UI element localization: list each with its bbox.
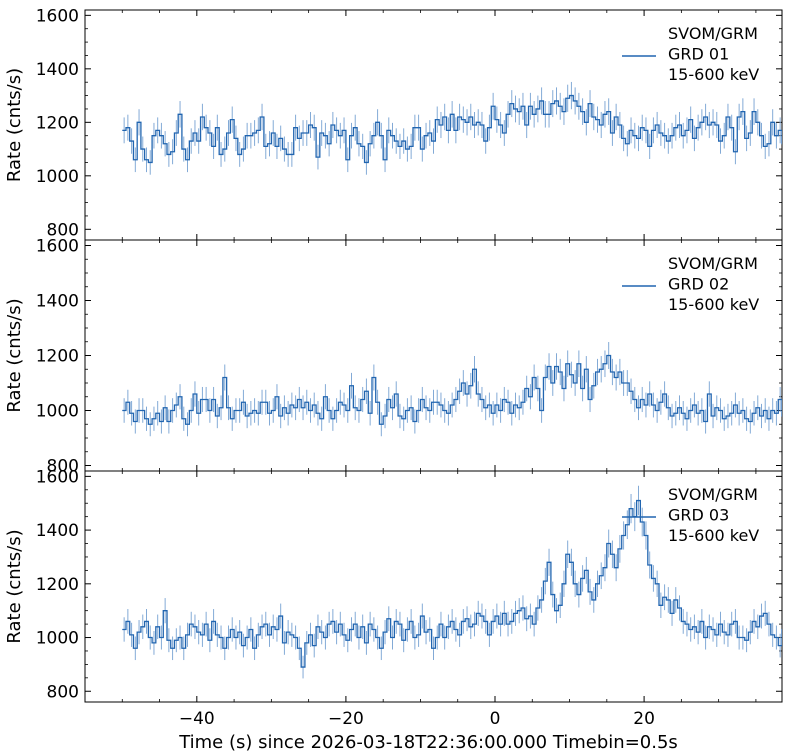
- y-tick-label: 800: [47, 682, 79, 702]
- y-tick-label: 1400: [36, 60, 79, 80]
- y-tick-label: 1400: [36, 292, 79, 312]
- series-group: [122, 81, 782, 175]
- panel-grd02: 800 1000 1200 1400 1600 Rate (cnts/s) SVOM/GRM…: [4, 237, 783, 477]
- y-axis-title: Rate (cnts/s): [4, 529, 25, 643]
- series-group: [122, 485, 782, 679]
- plot-frame: [84, 470, 783, 703]
- legend-label-line: SVOM/GRM: [668, 24, 758, 43]
- series-group: [122, 342, 782, 437]
- legend-label-line: GRD 02: [668, 275, 729, 294]
- y-tick-label: 1200: [36, 347, 79, 367]
- y-tick-label: 1000: [36, 167, 79, 187]
- x-tick-label: −20: [328, 709, 364, 729]
- panel-grd03: 800 1000 1200 1400 1600 −40 −20 0 20 Time (s) sin…: [4, 467, 783, 753]
- y-tick-label: 1600: [36, 6, 79, 26]
- x-tick-label: 0: [490, 709, 501, 729]
- step-line: [122, 354, 782, 425]
- panel-grd01: 800 1000 1200 1400 1600 Rate (cnts/s) SVOM/GRM…: [4, 6, 783, 241]
- y-tick-label: 800: [47, 457, 79, 477]
- x-tick-label: −40: [179, 709, 215, 729]
- y-tick-label: 1600: [36, 237, 79, 257]
- legend-label-line: 15-600 keV: [668, 526, 759, 545]
- y-tick-label: 1400: [36, 521, 79, 541]
- y-tick-label: 1200: [36, 113, 79, 133]
- y-tick-label: 1000: [36, 629, 79, 649]
- y-tick-label: 1200: [36, 575, 79, 595]
- legend-label-line: 15-600 keV: [668, 295, 759, 314]
- y-tick-label: 800: [47, 220, 79, 240]
- step-line: [122, 94, 782, 164]
- legend-label-line: GRD 01: [668, 45, 729, 64]
- x-axis-title: Time (s) since 2026-03-18T22:36:00.000 T…: [178, 732, 678, 753]
- legend-label-line: GRD 03: [668, 506, 729, 525]
- y-tick-label: 1600: [36, 467, 79, 487]
- y-axis-title: Rate (cnts/s): [4, 68, 25, 182]
- legend-label-line: SVOM/GRM: [668, 254, 758, 273]
- legend-label-line: 15-600 keV: [668, 65, 759, 84]
- y-axis-title: Rate (cnts/s): [4, 298, 25, 412]
- step-line: [122, 499, 782, 668]
- y-tick-label: 1000: [36, 402, 79, 422]
- x-tick-label: 20: [633, 709, 655, 729]
- legend-label-line: SVOM/GRM: [668, 485, 758, 504]
